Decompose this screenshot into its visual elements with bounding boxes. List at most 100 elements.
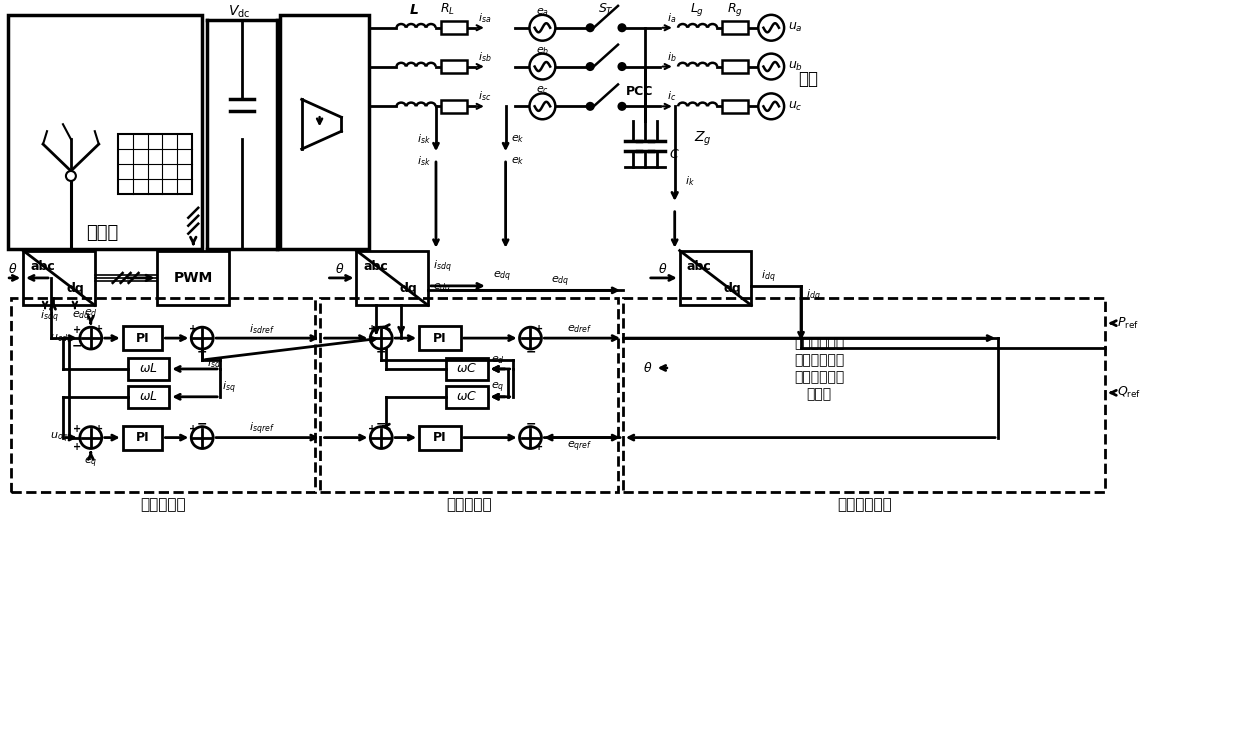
Circle shape (79, 427, 102, 448)
Text: −: − (375, 417, 387, 430)
Text: $i_k$: $i_k$ (685, 174, 695, 188)
Bar (320, 298, 618, 492)
Bar (9, 15, 202, 249)
Text: $C$: $C$ (669, 148, 680, 160)
Text: $e_{dq}$: $e_{dq}$ (551, 275, 570, 289)
Text: $u_{oq}$: $u_{oq}$ (51, 431, 69, 445)
Text: $e_{dq}$: $e_{dq}$ (432, 282, 451, 296)
Text: $e_{dref}$: $e_{dref}$ (567, 323, 593, 335)
Text: $i_{sdq}$: $i_{sdq}$ (40, 309, 58, 325)
Bar (118, 134, 192, 194)
Circle shape (66, 171, 76, 181)
Bar (722, 21, 748, 34)
Text: $i_{sq}$: $i_{sq}$ (222, 380, 235, 396)
Text: +: + (73, 424, 81, 434)
Text: −: − (197, 417, 207, 430)
Text: $i_{sb}$: $i_{sb}$ (478, 50, 492, 63)
Text: dq: dq (724, 283, 741, 295)
Text: 转矩、功率、: 转矩、功率、 (794, 353, 844, 367)
Circle shape (519, 427, 541, 448)
Circle shape (587, 63, 593, 70)
Circle shape (618, 63, 626, 70)
Text: L: L (410, 3, 419, 17)
Text: dq: dq (400, 283, 418, 295)
Bar (123, 326, 162, 350)
Circle shape (529, 54, 555, 79)
Bar (441, 21, 467, 34)
Circle shape (758, 93, 784, 119)
Text: $\omega C$: $\omega C$ (456, 362, 477, 375)
Text: $i_c$: $i_c$ (667, 90, 676, 103)
Text: +: + (94, 324, 103, 334)
Text: 电网: 电网 (798, 71, 818, 88)
Text: $V_{\rm dc}$: $V_{\rm dc}$ (228, 4, 250, 20)
Circle shape (79, 328, 102, 349)
Text: $P_{\rm ref}$: $P_{\rm ref}$ (1118, 316, 1139, 330)
Text: $\theta$: $\theta$ (9, 262, 17, 276)
Bar (11, 298, 315, 492)
Text: $e_{dq}$: $e_{dq}$ (72, 310, 90, 325)
Bar (357, 250, 427, 305)
Text: +: + (190, 324, 197, 334)
Text: −: − (197, 345, 207, 358)
Text: $R_L$: $R_L$ (440, 2, 456, 18)
Text: $R_g$: $R_g$ (727, 1, 743, 18)
Text: +: + (535, 324, 544, 334)
Text: $i_b$: $i_b$ (667, 50, 676, 63)
Text: PWM: PWM (173, 271, 213, 285)
Text: $e_{dq}$: $e_{dq}$ (493, 269, 510, 284)
Bar (441, 100, 467, 113)
Text: −: − (525, 417, 535, 430)
Text: +: + (73, 442, 81, 451)
Text: PI: PI (136, 431, 150, 444)
Text: $\theta$: $\theta$ (335, 262, 344, 276)
Text: $i_{sc}$: $i_{sc}$ (478, 90, 492, 103)
Text: abc: abc (686, 261, 711, 274)
Text: 电压控制环: 电压控制环 (446, 497, 492, 512)
Text: −: − (525, 345, 535, 358)
Bar (123, 425, 162, 450)
Text: abc: abc (30, 261, 55, 274)
Bar (419, 326, 461, 350)
Text: 磁链、电压、: 磁链、电压、 (794, 336, 844, 350)
Text: $i_{sqref}$: $i_{sqref}$ (249, 420, 275, 437)
Circle shape (758, 54, 784, 79)
Text: $\omega C$: $\omega C$ (456, 390, 477, 403)
Text: $e_d$: $e_d$ (491, 354, 504, 366)
Text: $Z_g$: $Z_g$ (694, 130, 711, 149)
Text: $i_{sdref}$: $i_{sdref}$ (249, 322, 275, 336)
Text: $e_a$: $e_a$ (536, 6, 549, 18)
Bar (128, 358, 170, 380)
Text: $e_b$: $e_b$ (535, 45, 549, 57)
Text: +: + (368, 424, 377, 434)
Text: $i_a$: $i_a$ (667, 11, 676, 25)
Text: $e_q$: $e_q$ (491, 381, 504, 395)
Text: $\theta$: $\theta$ (643, 361, 653, 375)
Bar (680, 250, 751, 305)
Text: $i_{sk}$: $i_{sk}$ (418, 132, 431, 146)
Text: $i_{dq}$: $i_{dq}$ (807, 288, 820, 304)
Bar (722, 60, 748, 73)
Text: +: + (368, 324, 377, 334)
Circle shape (191, 328, 213, 349)
Text: $i_{sdq}$: $i_{sdq}$ (432, 259, 452, 275)
Text: $\omega L$: $\omega L$ (139, 362, 157, 375)
Text: $e_c$: $e_c$ (536, 85, 549, 96)
Text: 新能源: 新能源 (87, 224, 119, 241)
Circle shape (587, 24, 593, 31)
Circle shape (529, 15, 555, 40)
Circle shape (587, 103, 593, 110)
Text: dq: dq (67, 283, 84, 295)
Text: abc: abc (363, 261, 388, 274)
Circle shape (191, 427, 213, 448)
Text: $u_{od}$: $u_{od}$ (50, 332, 69, 344)
Text: PI: PI (136, 332, 150, 344)
Text: $e_k$: $e_k$ (510, 133, 524, 145)
Circle shape (370, 328, 393, 349)
Text: $u_c$: $u_c$ (788, 100, 803, 113)
Text: $e_d$: $e_d$ (84, 308, 98, 319)
Text: $S_T$: $S_T$ (598, 2, 615, 18)
Text: 电流控制环: 电流控制环 (140, 497, 186, 512)
Text: $i_{sa}$: $i_{sa}$ (478, 11, 492, 25)
Text: $i_{sk}$: $i_{sk}$ (418, 154, 431, 168)
